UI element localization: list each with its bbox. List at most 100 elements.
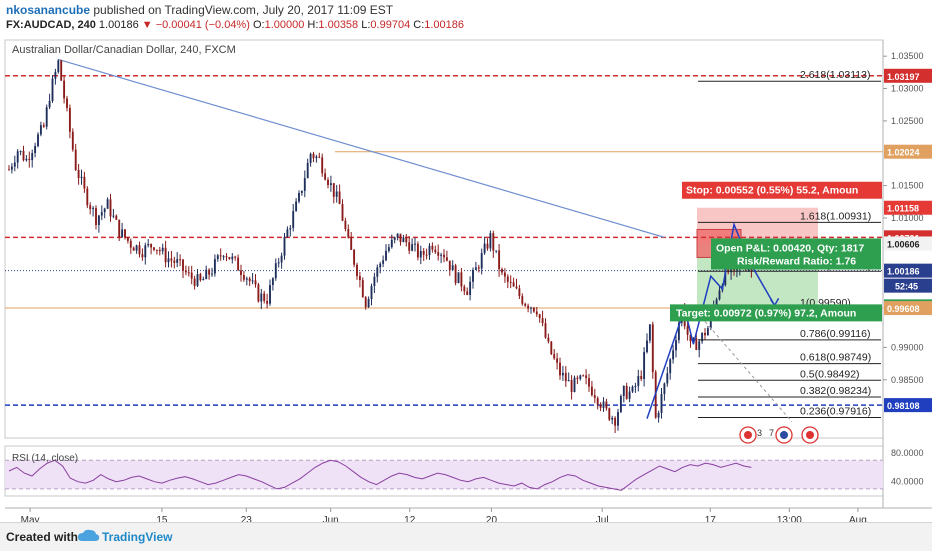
candle-body-183 [538,314,541,319]
candle-body-163 [480,253,483,269]
candle-body-93 [277,262,280,264]
fib-label-7: 0.382(0.98234) [800,385,871,397]
australia-flag-icon-inner-1 [780,431,788,439]
candle-body-82 [245,278,248,280]
candle-body-218 [640,376,643,380]
candle-body-71 [213,259,216,274]
x-tick-label-9: Aug [849,515,867,522]
candle-body-191 [561,372,564,376]
candle-body-4 [19,151,22,153]
price-chart[interactable]: Australian Dollar/Canadian Dollar, 240, … [0,36,932,522]
candle-body-221 [648,324,651,341]
candle-body-11 [39,125,42,135]
candle-body-139 [411,244,414,251]
candle-body-84 [251,280,254,282]
candle-body-129 [382,260,385,264]
publish-info: published on TradingView.com, July 20, 2… [90,3,394,17]
price-change: ▼ −0.00041 (−0.04%) [141,19,250,31]
y-tick-label-5: 0.99000 [891,342,924,352]
candle-body-18 [60,60,63,81]
candle-body-209 [614,417,617,426]
candle-body-47 [144,245,147,258]
candle-body-89 [266,300,269,304]
candle-body-228 [669,359,672,374]
candle-body-157 [463,286,466,292]
candle-body-214 [628,391,631,399]
candle-body-122 [361,280,364,298]
candle-body-80 [240,270,242,276]
candle-body-31 [97,215,100,225]
candle-body-77 [231,256,234,260]
candle-body-46 [141,254,144,258]
level-tag-label-4: 1.00606 [887,239,920,249]
candle-body-83 [248,278,251,282]
candle-body-230 [675,340,677,351]
candle-body-43 [132,247,135,251]
candle-body-127 [376,267,379,277]
candle-body-69 [208,269,211,275]
candle-body-51 [155,249,158,251]
candle-body-196 [576,377,579,379]
symbol-label: FX:AUDCAD, 240 [6,19,96,31]
candle-body-90 [269,285,271,304]
tradingview-brand[interactable]: TradingView [102,530,173,544]
candle-body-256 [750,269,753,271]
candle-body-110 [327,179,329,186]
candle-body-91 [271,278,274,286]
candle-body-38 [118,219,121,237]
candle-body-45 [138,245,141,255]
candle-body-73 [219,255,222,257]
candle-body-144 [425,254,428,256]
candle-body-60 [182,259,184,271]
candle-body-99 [295,201,298,212]
candle-body-26 [83,176,86,189]
y-tick-label-3: 1.01500 [891,181,924,191]
candle-body-55 [167,258,170,263]
candle-body-188 [553,354,556,359]
rsi-tick-label-1: 40.0000 [891,477,924,487]
candle-body-235 [689,334,692,342]
candle-body-217 [637,376,640,387]
chart-header: nkosanancube published on TradingView.co… [0,0,932,36]
created-with-label: Created with [6,530,79,544]
candle-body-193 [567,380,570,382]
candle-body-109 [324,173,327,180]
candle-body-149 [440,254,443,256]
candle-body-58 [176,259,179,263]
candle-body-5 [22,151,25,161]
canada-flag-icon-inner-0 [744,431,752,439]
level-tag-5 [884,263,932,278]
candle-body-160 [472,269,474,282]
candle-body-156 [460,272,463,287]
candle-body-181 [532,307,535,312]
candle-body-16 [54,71,57,79]
chart-title: Australian Dollar/Canadian Dollar, 240, … [12,44,236,56]
candle-body-107 [318,156,321,158]
candle-body-130 [385,250,387,261]
candle-body-3 [16,151,19,163]
candle-body-165 [486,243,489,249]
candle-body-158 [466,291,469,295]
candle-body-111 [329,183,332,186]
candle-body-75 [225,256,228,258]
ohlc-line: FX:AUDCAD, 240 1.00186 ▼ −0.00041 (−0.04… [6,19,464,31]
candle-body-128 [379,263,382,268]
candle-body-72 [216,255,219,260]
author-link[interactable]: nkosanancube [6,3,91,17]
candle-body-210 [617,411,619,426]
x-tick-label-7: 17 [705,515,717,522]
target-label: Target: 0.00972 (0.97%) 97.2, Amoun [676,307,856,319]
x-tick-label-8: 13:00 [777,515,802,522]
candle-body-21 [68,107,71,132]
candle-body-225 [660,394,663,413]
countdown-label: 52:45 [895,282,918,292]
candle-body-171 [503,272,506,277]
candle-body-172 [506,276,509,282]
candle-body-224 [657,412,660,418]
level-tag-label-8: 0.98108 [887,401,920,411]
stop-label-bg [682,181,882,199]
rr-label: Risk/Reward Ratio: 1.76 [737,255,856,267]
fib-label-0: 2.618(1.03113) [800,69,870,81]
candle-body-238 [698,341,701,350]
candle-body-187 [550,341,553,355]
